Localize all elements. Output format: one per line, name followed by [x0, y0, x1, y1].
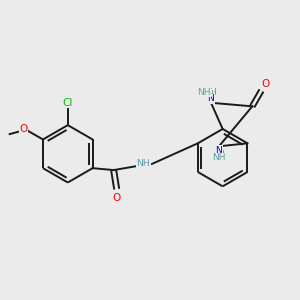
Text: NH: NH [212, 153, 226, 162]
Text: H: H [218, 150, 224, 159]
Text: H: H [209, 88, 216, 97]
Text: H: H [206, 90, 213, 99]
Text: N: N [208, 94, 214, 103]
Text: Cl: Cl [63, 98, 73, 108]
Text: O: O [112, 193, 121, 202]
Text: N: N [216, 146, 222, 154]
Text: O: O [20, 124, 28, 134]
Text: NH: NH [136, 159, 150, 168]
Text: O: O [261, 79, 269, 89]
Text: NH: NH [197, 88, 211, 97]
